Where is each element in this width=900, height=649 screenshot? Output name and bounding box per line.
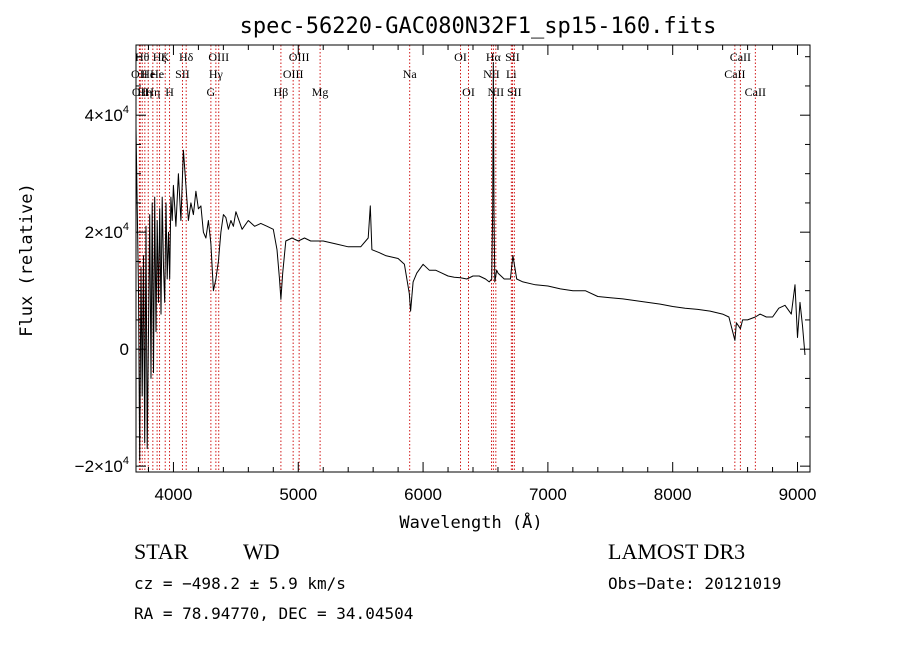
line-marker-label: Hδ bbox=[179, 50, 194, 64]
line-marker-label: Hα bbox=[486, 50, 502, 64]
line-marker-label: Na bbox=[403, 67, 418, 81]
line-marker-label: H bbox=[165, 85, 174, 99]
line-marker-label: CaII bbox=[724, 67, 745, 81]
y-tick-label: 2×104 bbox=[85, 221, 129, 242]
line-marker-label: OIII bbox=[283, 67, 304, 81]
spectral-line-labels: OIIOIIHθHηHeHηHeHζKHSIIHδGHγOIIIHβOIIIOI… bbox=[131, 50, 766, 99]
line-marker-label: SII bbox=[505, 50, 520, 64]
plot-frame bbox=[135, 44, 811, 473]
line-marker-label: He bbox=[141, 67, 155, 81]
object-class: STAR bbox=[134, 539, 189, 564]
line-marker-label: Li bbox=[506, 67, 517, 81]
observation-date: Obs−Date: 20121019 bbox=[608, 574, 781, 593]
y-tick-label: 0 bbox=[120, 340, 129, 359]
redshift-readout: cz = −498.2 ± 5.9 km/s bbox=[134, 574, 346, 593]
x-axis-label: Wavelength (Å) bbox=[399, 511, 542, 533]
line-marker-label: SII bbox=[507, 85, 522, 99]
line-marker-label: CaII bbox=[745, 85, 766, 99]
line-marker-label: OIII bbox=[289, 50, 310, 64]
line-marker-label: Hζ bbox=[153, 50, 167, 64]
line-marker-label: G bbox=[207, 85, 216, 99]
survey-name: LAMOST DR3 bbox=[608, 539, 745, 564]
line-marker-label: OI bbox=[454, 50, 467, 64]
line-marker-label: He bbox=[150, 67, 164, 81]
line-marker-label: Hη bbox=[145, 85, 160, 99]
line-marker-label: SII bbox=[175, 67, 190, 81]
x-tick-label: 5000 bbox=[279, 485, 317, 504]
line-marker-label: OIII bbox=[208, 50, 229, 64]
spectral-line-markers bbox=[138, 45, 756, 472]
x-tick-label: 6000 bbox=[404, 485, 442, 504]
line-marker-label: NII bbox=[488, 85, 505, 99]
x-tick-label: 8000 bbox=[654, 485, 692, 504]
line-marker-label: K bbox=[161, 50, 170, 64]
line-marker-label: OI bbox=[462, 85, 475, 99]
x-tick-label: 4000 bbox=[155, 485, 193, 504]
line-marker-label: Mg bbox=[312, 85, 329, 99]
object-subclass: WD bbox=[243, 539, 280, 564]
line-marker-label: Hβ bbox=[274, 85, 289, 99]
x-tick-label: 7000 bbox=[529, 485, 567, 504]
spectrum-line bbox=[135, 62, 806, 461]
line-marker-label: Hγ bbox=[209, 67, 224, 81]
y-tick-label: 4×104 bbox=[85, 104, 129, 125]
line-marker-label: Hη bbox=[137, 85, 152, 99]
x-tick-label: 9000 bbox=[779, 485, 817, 504]
chart-title: spec-56220-GAC080N32F1_sp15-160.fits bbox=[240, 14, 717, 39]
x-axis-ticks: 4000 5000 6000 7000 8000 9000 bbox=[147, 45, 817, 504]
line-marker-label: OII bbox=[131, 67, 148, 81]
line-marker-label: Hθ bbox=[135, 50, 150, 64]
coordinates-readout: RA = 78.94770, DEC = 34.04504 bbox=[134, 604, 413, 623]
y-tick-label: −2×104 bbox=[75, 455, 129, 476]
line-marker-label: CaII bbox=[730, 50, 751, 64]
y-axis-label: Flux (relative) bbox=[17, 183, 37, 337]
y-axis-ticks: −2×104 0 2×104 4×104 bbox=[75, 56, 810, 476]
line-marker-label: NII bbox=[483, 67, 500, 81]
